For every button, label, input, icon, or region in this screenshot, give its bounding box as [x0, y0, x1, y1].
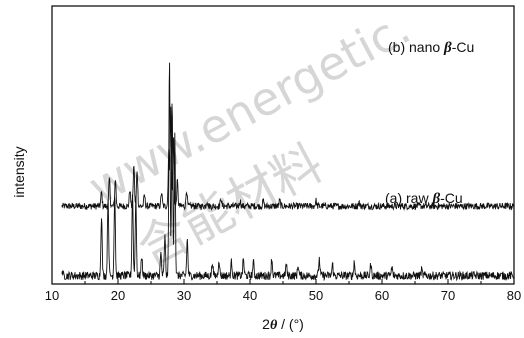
series-b-label: (b) nano β-Cu [388, 39, 474, 56]
series-b-line [61, 106, 515, 211]
x-tick-label: 30 [177, 288, 191, 303]
y-axis-title: intensity [11, 146, 27, 197]
x-tick-label: 60 [375, 288, 389, 303]
series-b-label-symbol: β [443, 40, 452, 56]
series-b-label-suffix: -Cu [452, 39, 475, 55]
series-b-label-prefix: (b) nano [388, 39, 444, 55]
series-b [61, 106, 515, 211]
x-tick-label: 20 [111, 288, 125, 303]
series-a-label-symbol: β [431, 191, 440, 207]
series-a-label-prefix: (a) raw [385, 190, 432, 206]
x-tick-label: 40 [243, 288, 257, 303]
x-tick-label: 10 [45, 288, 59, 303]
series-a [61, 62, 515, 282]
series-layer [61, 62, 515, 282]
series-a-label: (a) raw β-Cu [385, 190, 463, 207]
x-tick-label: 50 [309, 288, 323, 303]
x-tick-label: 80 [507, 288, 521, 303]
x-tick-label: 70 [441, 288, 455, 303]
x-axis-title: 2θ / (°) [262, 316, 304, 333]
x-axis-title-value: 2 [262, 316, 270, 332]
watermark: www.energetic. 含能材料 [80, 0, 419, 278]
series-a-label-suffix: -Cu [440, 190, 463, 206]
series-a-line [61, 62, 515, 282]
x-axis-title-symbol: θ [270, 318, 278, 333]
x-axis: 10 20 30 40 50 60 70 80 [45, 279, 521, 303]
x-axis-title-unit: / (°) [277, 316, 304, 332]
